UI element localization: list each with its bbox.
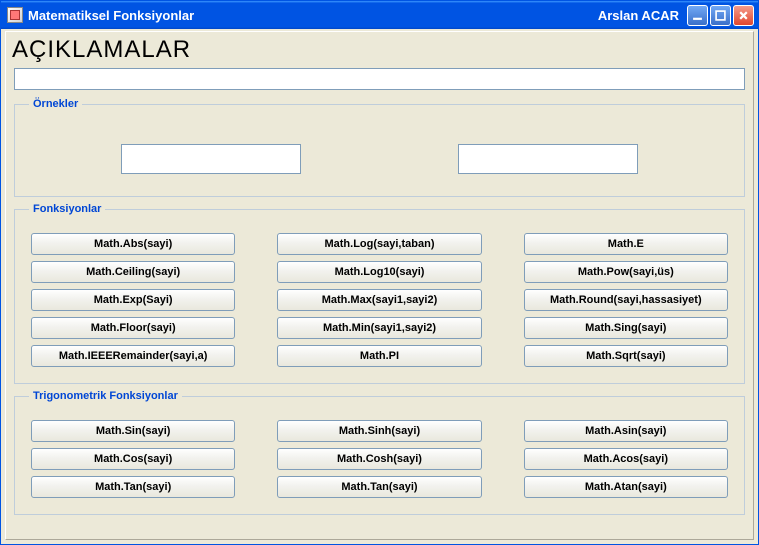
trig-acos-button[interactable]: Math.Acos(sayi) bbox=[524, 448, 728, 470]
fn-log-button[interactable]: Math.Log(sayi,taban) bbox=[277, 233, 481, 255]
fn-min-button[interactable]: Math.Min(sayi1,sayi2) bbox=[277, 317, 481, 339]
fn-pi-button[interactable]: Math.PI bbox=[277, 345, 481, 367]
titlebar[interactable]: Matematiksel Fonksiyonlar Arslan ACAR bbox=[1, 1, 758, 29]
client-area: AÇIKLAMALAR Örnekler Fonksiyonlar Math.A… bbox=[5, 31, 754, 540]
trig-sin-button[interactable]: Math.Sin(sayi) bbox=[31, 420, 235, 442]
fn-abs-button[interactable]: Math.Abs(sayi) bbox=[31, 233, 235, 255]
close-icon bbox=[738, 10, 749, 21]
trig-tanh-button[interactable]: Math.Tan(sayi) bbox=[277, 476, 481, 498]
trig-sinh-button[interactable]: Math.Sinh(sayi) bbox=[277, 420, 481, 442]
page-title: AÇIKLAMALAR bbox=[6, 32, 753, 66]
trig-legend: Trigonometrik Fonksiyonlar bbox=[29, 390, 182, 402]
examples-legend: Örnekler bbox=[29, 98, 82, 110]
examples-group: Örnekler bbox=[14, 98, 745, 197]
example-input-2[interactable] bbox=[458, 144, 638, 174]
app-window: Matematiksel Fonksiyonlar Arslan ACAR AÇ… bbox=[0, 0, 759, 545]
fn-e-button[interactable]: Math.E bbox=[524, 233, 728, 255]
trig-tan-button[interactable]: Math.Tan(sayi) bbox=[31, 476, 235, 498]
example-input-1[interactable] bbox=[121, 144, 301, 174]
trig-group: Trigonometrik Fonksiyonlar Math.Sin(sayi… bbox=[14, 390, 745, 515]
fn-max-button[interactable]: Math.Max(sayi1,sayi2) bbox=[277, 289, 481, 311]
window-title: Matematiksel Fonksiyonlar bbox=[28, 8, 194, 23]
trig-asin-button[interactable]: Math.Asin(sayi) bbox=[524, 420, 728, 442]
window-title-right: Arslan ACAR bbox=[598, 8, 679, 23]
close-button[interactable] bbox=[733, 5, 754, 26]
fn-sqrt-button[interactable]: Math.Sqrt(sayi) bbox=[524, 345, 728, 367]
fn-pow-button[interactable]: Math.Pow(sayi,üs) bbox=[524, 261, 728, 283]
trig-atan-button[interactable]: Math.Atan(sayi) bbox=[524, 476, 728, 498]
fn-ieeeremainder-button[interactable]: Math.IEEERemainder(sayi,a) bbox=[31, 345, 235, 367]
fn-floor-button[interactable]: Math.Floor(sayi) bbox=[31, 317, 235, 339]
minimize-icon bbox=[692, 10, 703, 21]
trig-cos-button[interactable]: Math.Cos(sayi) bbox=[31, 448, 235, 470]
description-input-wrap bbox=[14, 68, 745, 90]
functions-grid: Math.Abs(sayi) Math.Log(sayi,taban) Math… bbox=[25, 229, 734, 371]
description-input[interactable] bbox=[14, 68, 745, 90]
functions-group: Fonksiyonlar Math.Abs(sayi) Math.Log(say… bbox=[14, 203, 745, 384]
functions-legend: Fonksiyonlar bbox=[29, 203, 105, 215]
minimize-button[interactable] bbox=[687, 5, 708, 26]
maximize-icon bbox=[715, 10, 726, 21]
trig-cosh-button[interactable]: Math.Cosh(sayi) bbox=[277, 448, 481, 470]
fn-log10-button[interactable]: Math.Log10(sayi) bbox=[277, 261, 481, 283]
fn-ceiling-button[interactable]: Math.Ceiling(sayi) bbox=[31, 261, 235, 283]
trig-grid: Math.Sin(sayi) Math.Sinh(sayi) Math.Asin… bbox=[25, 416, 734, 502]
fn-sign-button[interactable]: Math.Sing(sayi) bbox=[524, 317, 728, 339]
fn-exp-button[interactable]: Math.Exp(Sayi) bbox=[31, 289, 235, 311]
fn-round-button[interactable]: Math.Round(sayi,hassasiyet) bbox=[524, 289, 728, 311]
app-icon bbox=[7, 7, 23, 23]
window-buttons bbox=[687, 5, 754, 26]
maximize-button[interactable] bbox=[710, 5, 731, 26]
